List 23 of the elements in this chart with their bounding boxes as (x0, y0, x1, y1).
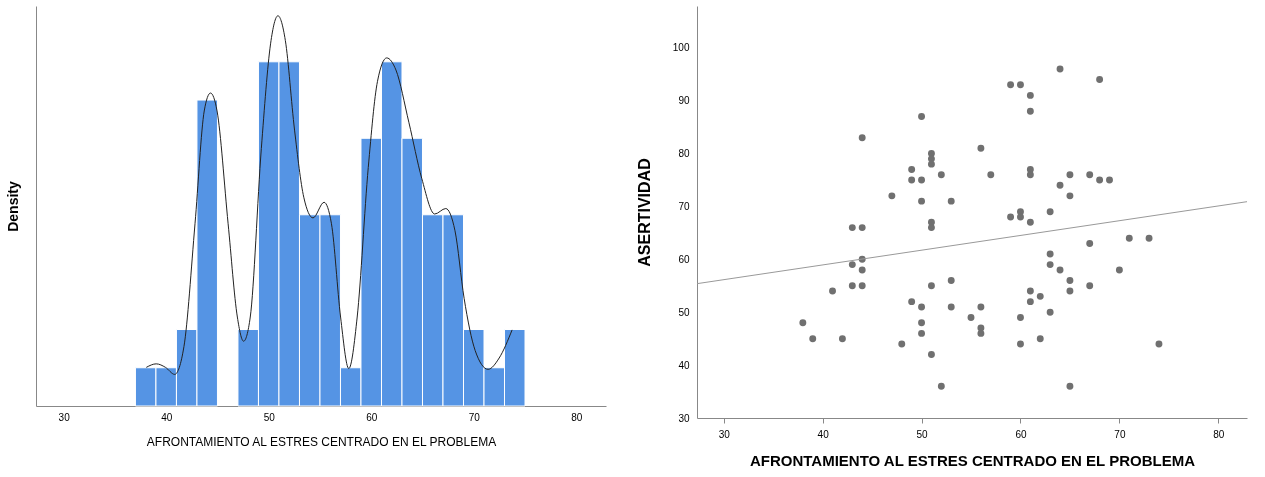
x-tick-label: 40 (817, 428, 830, 440)
x-axis-title: AFRONTAMIENTO AL ESTRES CENTRADO EN EL PROBLEMA (749, 451, 1196, 469)
y-tick-label: 40 (678, 359, 690, 371)
x-tick-label: 70 (468, 411, 481, 423)
x-tick-label: 30 (58, 411, 71, 423)
x-axis-title: AFRONTAMIENTO AL ESTRES CENTRADO EN EL PROBLEMA (146, 434, 497, 449)
y-tick-label: 100 (672, 42, 690, 54)
x-tick-label: 30 (718, 428, 731, 440)
x-tick-label: 80 (571, 411, 583, 423)
x-tick-label: 50 (263, 411, 276, 423)
x-tick-label: 40 (161, 411, 173, 423)
x-tick-label: 60 (1015, 428, 1027, 440)
y-tick-label: 50 (678, 306, 690, 318)
y-axis-title: Density (4, 181, 21, 232)
y-axis-title: ASERTIVIDAD (635, 158, 653, 267)
y-tick-label: 80 (678, 148, 690, 160)
x-tick-label: 70 (1114, 428, 1126, 440)
x-tick-label: 50 (916, 428, 929, 440)
y-tick-label: 70 (678, 200, 690, 212)
y-tick-label: 90 (678, 95, 690, 107)
y-tick-label: 60 (678, 253, 690, 265)
x-tick-label: 80 (1213, 428, 1225, 440)
x-tick-label: 60 (366, 411, 378, 423)
